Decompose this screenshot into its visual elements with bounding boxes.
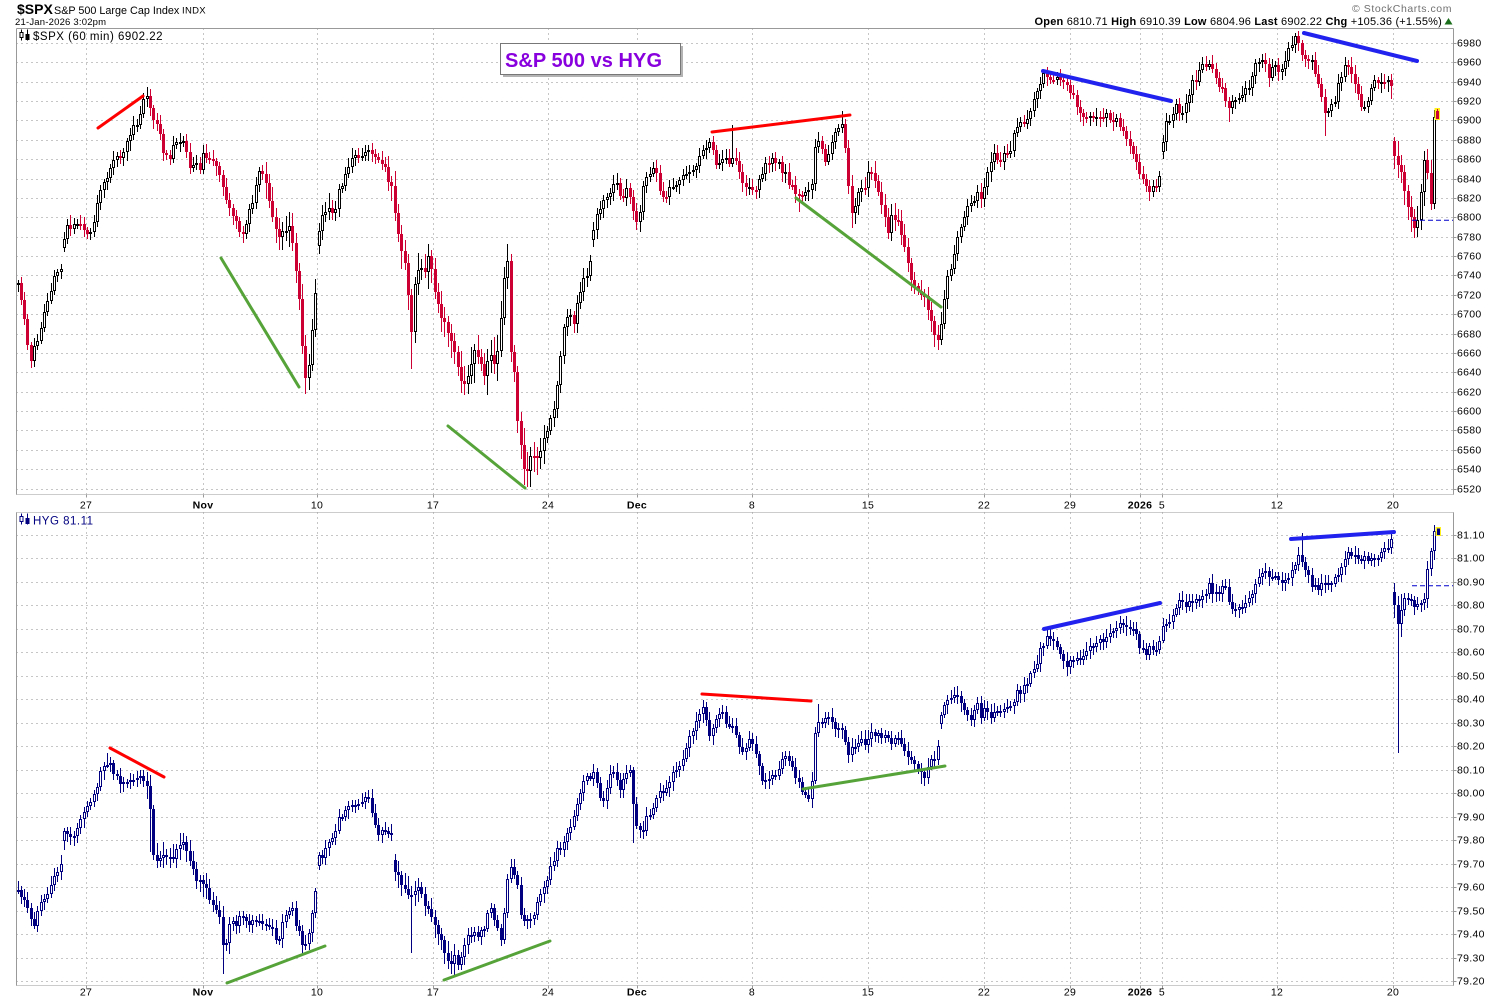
- svg-text:80.10: 80.10: [1457, 765, 1485, 777]
- svg-text:6600: 6600: [1457, 406, 1482, 418]
- svg-text:5: 5: [1159, 500, 1165, 512]
- svg-text:6720: 6720: [1457, 290, 1482, 302]
- svg-text:22: 22: [978, 987, 990, 999]
- svg-text:6580: 6580: [1457, 425, 1482, 437]
- svg-text:17: 17: [427, 500, 439, 512]
- svg-text:6680: 6680: [1457, 329, 1482, 341]
- svg-text:29: 29: [1064, 500, 1076, 512]
- svg-text:$SPX (60 min) 6902.22: $SPX (60 min) 6902.22: [33, 31, 163, 43]
- svg-text:6520: 6520: [1457, 484, 1482, 496]
- svg-text:6700: 6700: [1457, 309, 1482, 321]
- svg-text:6900: 6900: [1457, 115, 1482, 127]
- svg-text:6560: 6560: [1457, 445, 1482, 457]
- svg-text:2026: 2026: [1128, 987, 1153, 999]
- svg-text:24: 24: [542, 987, 554, 999]
- svg-text:79.90: 79.90: [1457, 812, 1485, 824]
- svg-text:80.40: 80.40: [1457, 694, 1485, 706]
- svg-text:79.60: 79.60: [1457, 882, 1485, 894]
- svg-text:15: 15: [862, 987, 874, 999]
- svg-text:HYG 81.11: HYG 81.11: [33, 516, 94, 528]
- svg-text:6780: 6780: [1457, 232, 1482, 244]
- svg-text:80.70: 80.70: [1457, 624, 1485, 636]
- svg-text:6920: 6920: [1457, 96, 1482, 108]
- svg-text:27: 27: [80, 987, 92, 999]
- svg-text:6640: 6640: [1457, 367, 1482, 379]
- svg-text:24: 24: [542, 500, 554, 512]
- svg-text:15: 15: [862, 500, 874, 512]
- svg-text:27: 27: [80, 500, 92, 512]
- svg-text:6740: 6740: [1457, 270, 1482, 282]
- svg-text:6960: 6960: [1457, 57, 1482, 69]
- svg-text:80.60: 80.60: [1457, 647, 1485, 659]
- svg-text:Nov: Nov: [193, 500, 214, 512]
- svg-text:80.90: 80.90: [1457, 577, 1485, 589]
- svg-text:21-Jan-2026 3:02pm: 21-Jan-2026 3:02pm: [15, 17, 106, 28]
- svg-text:79.70: 79.70: [1457, 859, 1485, 871]
- svg-text:Open 6810.71 High 6910.39 Lo: Open 6810.71 High 6910.39 Low 6804.96 La…: [1035, 16, 1442, 28]
- svg-text:5: 5: [1159, 987, 1165, 999]
- svg-text:80.30: 80.30: [1457, 718, 1485, 730]
- svg-text:81.00: 81.00: [1457, 553, 1485, 565]
- svg-text:$SPX: $SPX: [17, 1, 53, 17]
- svg-text:22: 22: [978, 500, 990, 512]
- svg-text:20: 20: [1387, 500, 1399, 512]
- svg-text:6860: 6860: [1457, 154, 1482, 166]
- svg-text:6820: 6820: [1457, 193, 1482, 205]
- svg-text:6840: 6840: [1457, 174, 1482, 186]
- svg-text:2026: 2026: [1128, 500, 1153, 512]
- svg-text:Nov: Nov: [193, 987, 214, 999]
- svg-text:8: 8: [749, 500, 755, 512]
- svg-text:S&P 500 vs HYG: S&P 500 vs HYG: [505, 50, 662, 72]
- svg-text:80.00: 80.00: [1457, 788, 1485, 800]
- svg-text:8: 8: [749, 987, 755, 999]
- svg-text:79.20: 79.20: [1457, 976, 1485, 988]
- svg-text:6660: 6660: [1457, 348, 1482, 360]
- svg-text:6880: 6880: [1457, 135, 1482, 147]
- svg-text:S&P 500 Large Cap Index: S&P 500 Large Cap Index: [54, 5, 180, 17]
- svg-text:80.50: 80.50: [1457, 671, 1485, 683]
- svg-text:© StockCharts.com: © StockCharts.com: [1352, 3, 1452, 15]
- svg-text:Dec: Dec: [627, 500, 647, 512]
- svg-text:10: 10: [311, 500, 323, 512]
- svg-text:79.80: 79.80: [1457, 835, 1485, 847]
- svg-text:17: 17: [427, 987, 439, 999]
- svg-text:79.40: 79.40: [1457, 929, 1485, 941]
- svg-text:6800: 6800: [1457, 212, 1482, 224]
- svg-text:81.10: 81.10: [1457, 530, 1485, 542]
- svg-text:6980: 6980: [1457, 38, 1482, 50]
- svg-text:80.20: 80.20: [1457, 741, 1485, 753]
- svg-text:6620: 6620: [1457, 387, 1482, 399]
- svg-text:12: 12: [1271, 500, 1283, 512]
- svg-text:Dec: Dec: [627, 987, 647, 999]
- svg-text:29: 29: [1064, 987, 1076, 999]
- svg-text:12: 12: [1271, 987, 1283, 999]
- svg-text:80.80: 80.80: [1457, 600, 1485, 612]
- svg-text:6940: 6940: [1457, 77, 1482, 89]
- svg-text:6540: 6540: [1457, 464, 1482, 476]
- svg-text:INDX: INDX: [182, 6, 206, 17]
- svg-text:79.30: 79.30: [1457, 953, 1485, 965]
- svg-text:20: 20: [1387, 987, 1399, 999]
- svg-text:6760: 6760: [1457, 251, 1482, 263]
- svg-text:79.50: 79.50: [1457, 906, 1485, 918]
- svg-text:10: 10: [311, 987, 323, 999]
